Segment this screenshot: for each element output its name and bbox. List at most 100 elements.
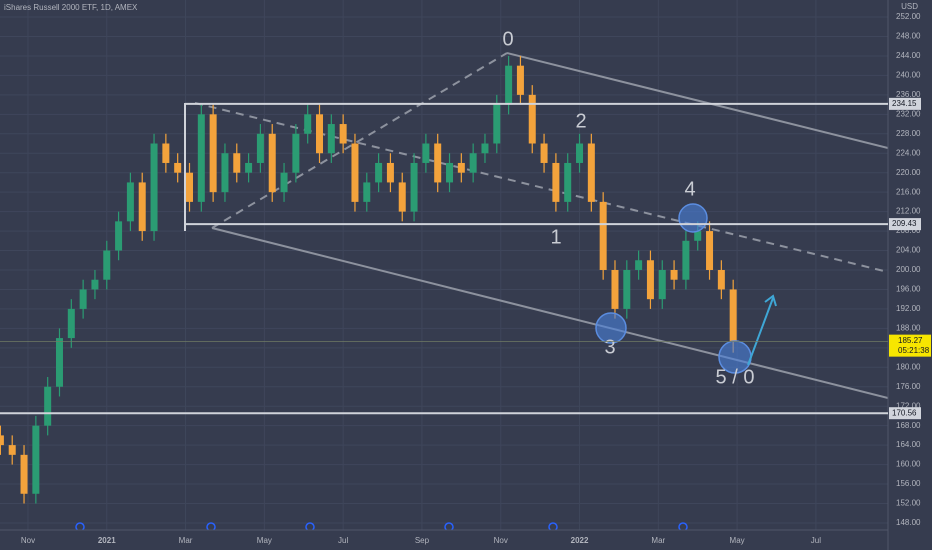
candle-body xyxy=(564,162,572,202)
y-tick-label: 212.00 xyxy=(896,207,921,216)
candle-body xyxy=(304,114,312,134)
level-label: 234.15 xyxy=(892,99,917,108)
candle-body xyxy=(599,201,607,270)
level-label-box xyxy=(889,97,921,110)
countdown-label: 05:21:38 xyxy=(898,346,930,355)
arrow-head xyxy=(764,294,777,307)
candle-body xyxy=(694,231,702,241)
y-tick-label: 160.00 xyxy=(896,460,921,469)
candle-body xyxy=(540,143,548,163)
candle-body xyxy=(162,143,170,163)
candle-body xyxy=(79,289,87,309)
candle-body xyxy=(256,133,264,163)
candle-body xyxy=(623,269,631,309)
candle-body xyxy=(55,338,63,387)
y-tick-label: 240.00 xyxy=(896,71,921,80)
y-tick-label: 172.00 xyxy=(896,401,921,410)
candle-body xyxy=(138,182,146,232)
candle-body xyxy=(481,143,489,154)
y-tick-label: 244.00 xyxy=(896,51,921,60)
wave-label: 2 xyxy=(575,110,586,132)
candle-body xyxy=(268,133,276,193)
y-tick-label: 200.00 xyxy=(896,265,921,274)
y-tick-label: 176.00 xyxy=(896,382,921,391)
candle-body xyxy=(670,269,678,280)
grid xyxy=(0,0,888,530)
level-label: 170.56 xyxy=(892,408,917,417)
y-tick-label: 204.00 xyxy=(896,246,921,255)
wave-marker xyxy=(678,203,708,233)
candle-body xyxy=(233,153,241,173)
trend-dashed xyxy=(194,102,888,273)
y-tick-label: 220.00 xyxy=(896,168,921,177)
y-tick-label: 168.00 xyxy=(896,421,921,430)
dividend-icons xyxy=(75,522,688,530)
candle-body xyxy=(646,260,654,300)
x-tick-label: Nov xyxy=(494,536,508,545)
trend-dashed xyxy=(211,52,508,229)
x-tick-label: 2022 xyxy=(571,536,589,545)
axes: Nov 2021 Mar May Jul Sep Nov 2022 Mar May Jul Sep14… xyxy=(21,12,921,545)
y-tick-label: 232.00 xyxy=(896,109,921,118)
y-tick-label: 196.00 xyxy=(896,285,921,294)
level-label-box xyxy=(889,218,921,231)
arrow xyxy=(747,297,774,366)
candle-body xyxy=(706,231,714,270)
x-tick-label: Sep xyxy=(888,536,903,545)
candle-body xyxy=(528,94,536,144)
currency: USD xyxy=(901,2,918,11)
chart-title: iShares Russell 2000 ETF, 1D, AMEX xyxy=(4,3,138,12)
y-tick-label: 180.00 xyxy=(896,362,921,371)
candle-body xyxy=(351,143,359,202)
candle-body xyxy=(44,386,52,426)
candle-body xyxy=(185,172,193,202)
candle-body xyxy=(576,143,584,163)
x-tick-label: Jul xyxy=(338,536,348,545)
level-label-box xyxy=(889,407,921,420)
y-tick-label: 164.00 xyxy=(896,440,921,449)
candle-body xyxy=(67,308,75,339)
trend-line xyxy=(506,52,888,149)
candle-body xyxy=(221,153,229,193)
candle-body xyxy=(316,114,324,154)
candle-body xyxy=(457,162,465,173)
candle-body xyxy=(611,269,619,309)
candle-body xyxy=(8,445,16,455)
y-tick-label: 156.00 xyxy=(896,479,921,488)
candle-body xyxy=(434,143,442,183)
x-axis: Nov 2021 Mar May Jul Sep Nov 2022 Mar May Jul Sep xyxy=(21,536,903,545)
wave-label: 3 xyxy=(604,336,615,358)
y-tick-label: 252.00 xyxy=(896,12,921,21)
candle-body xyxy=(410,162,418,212)
x-tick-label: Nov xyxy=(21,536,35,545)
candle-body xyxy=(339,124,347,144)
candle-body xyxy=(363,182,371,202)
candle-body xyxy=(446,162,454,183)
y-tick-label: 192.00 xyxy=(896,304,921,313)
last-price-label: 185.27 xyxy=(898,336,923,345)
y-tick-label: 248.00 xyxy=(896,32,921,41)
candle-body xyxy=(729,289,737,342)
x-tick-label: Sep xyxy=(415,536,430,545)
candle-body xyxy=(386,162,394,183)
x-tick-label: May xyxy=(257,536,272,545)
candle-body xyxy=(280,172,288,193)
y-tick-label: 236.00 xyxy=(896,90,921,99)
candle-body xyxy=(0,435,4,446)
candle-body xyxy=(20,454,28,494)
candle-body xyxy=(635,260,643,270)
candle-body xyxy=(375,162,383,183)
candles xyxy=(0,55,737,504)
candle-body xyxy=(197,114,205,202)
candle-body xyxy=(682,240,690,280)
candle-body xyxy=(505,65,513,105)
level-label: 209.43 xyxy=(892,219,917,228)
y-tick-label: 208.00 xyxy=(896,226,921,235)
candle-body xyxy=(292,133,300,173)
candle-body xyxy=(493,104,501,144)
candle-body xyxy=(103,250,111,280)
x-tick-label: Jul xyxy=(811,536,821,545)
y-tick-label: 148.00 xyxy=(896,518,921,527)
y-tick-label: 152.00 xyxy=(896,499,921,508)
